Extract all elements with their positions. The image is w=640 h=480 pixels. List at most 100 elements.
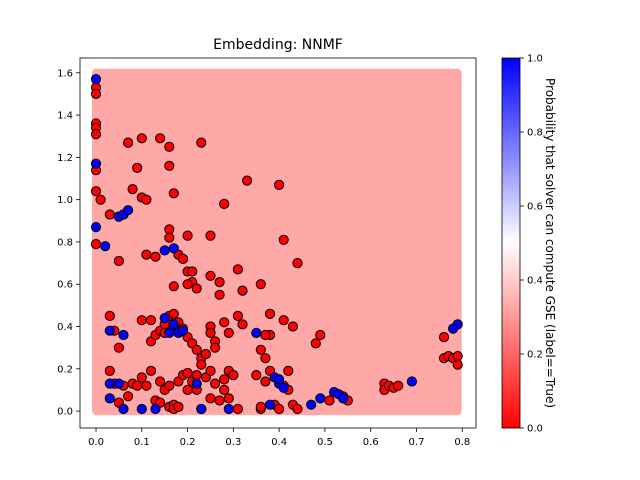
point-label-false [123, 137, 134, 148]
point-label-false [113, 255, 125, 267]
point-label-false [177, 253, 189, 264]
point-label-false [205, 393, 216, 404]
y-tick-label: 1.2 [57, 153, 73, 164]
point-label-true [159, 313, 170, 324]
point-label-false [168, 188, 179, 199]
point-label-false [132, 162, 143, 173]
point-label-false [164, 160, 175, 171]
point-label-false [292, 403, 303, 415]
point-label-false [210, 342, 221, 353]
point-label-false [196, 137, 207, 148]
point-label-false [164, 380, 175, 391]
colorbar-tick-label: 0.0 [527, 424, 543, 435]
x-tick-label: 0.1 [134, 437, 150, 448]
point-label-true [104, 393, 115, 404]
point-label-false [283, 365, 294, 376]
point-label-false [452, 351, 463, 362]
point-label-false [205, 270, 216, 281]
x-tick-label: 0.2 [180, 437, 196, 448]
point-label-false [104, 209, 115, 220]
point-label-true [251, 327, 262, 338]
point-label-true [90, 74, 102, 85]
point-label-false [155, 133, 166, 144]
point-label-false [452, 359, 463, 370]
y-tick-label: 1.4 [57, 111, 73, 122]
colorbar-tick-label: 0.8 [527, 128, 543, 139]
point-label-false [90, 129, 102, 140]
point-label-false [274, 403, 285, 415]
point-label-false [104, 310, 115, 321]
point-label-true [136, 403, 147, 415]
point-label-false [260, 376, 271, 387]
point-label-true [168, 243, 179, 254]
point-label-true [168, 319, 179, 330]
point-label-false [164, 224, 175, 235]
point-label-false [287, 321, 298, 332]
point-label-false [210, 378, 221, 389]
point-label-false [255, 344, 266, 355]
point-label-false [223, 393, 234, 404]
x-axis: 0.0 0.1 0.2 0.3 0.4 0.5 0.6 0.7 0.8 [88, 428, 470, 448]
y-tick-label: 1.6 [57, 68, 73, 79]
point-label-true [278, 382, 289, 393]
point-label-false [196, 359, 207, 370]
point-label-true [90, 222, 102, 233]
point-label-false [232, 310, 243, 321]
point-label-false [393, 380, 404, 391]
point-label-false [136, 133, 147, 144]
colorbar [501, 57, 521, 429]
point-label-true [150, 403, 161, 415]
point-label-true [164, 327, 175, 338]
point-label-false [219, 317, 230, 328]
x-tick-label: 0.5 [317, 437, 333, 448]
point-label-true [223, 403, 234, 415]
point-label-true [159, 245, 170, 256]
x-tick-label: 0.0 [88, 437, 104, 448]
point-label-false [141, 194, 152, 205]
point-label-false [173, 401, 184, 412]
y-tick-label: 1.0 [57, 195, 73, 206]
point-label-false [187, 266, 198, 277]
point-label-false [141, 249, 152, 260]
point-label-false [127, 184, 138, 195]
point-label-false [141, 380, 152, 391]
point-label-false [315, 329, 326, 341]
point-label-false [90, 239, 102, 250]
colorbar-tick-label: 0.6 [527, 202, 543, 213]
point-label-false [255, 401, 266, 412]
point-label-true [315, 393, 326, 404]
point-label-false [150, 251, 161, 262]
point-label-false [90, 186, 102, 197]
point-label-true [191, 378, 202, 389]
colorbar-tick-label: 1.0 [527, 54, 543, 65]
point-label-false [182, 384, 193, 395]
point-label-false [123, 391, 134, 402]
point-label-false [228, 370, 239, 381]
point-label-false [90, 88, 102, 100]
point-label-true [338, 393, 349, 404]
point-label-false [237, 285, 248, 296]
y-tick-label: 0.8 [57, 237, 73, 248]
point-label-false [278, 234, 289, 245]
point-label-false [104, 365, 115, 376]
point-label-false [205, 327, 216, 338]
x-tick-label: 0.6 [363, 437, 379, 448]
point-label-false [292, 258, 303, 269]
x-tick-label: 0.3 [225, 437, 241, 448]
point-label-false [113, 342, 125, 353]
point-label-false [168, 281, 179, 292]
point-label-false [274, 179, 285, 190]
point-label-true [448, 323, 459, 334]
x-tick-label: 0.7 [409, 437, 425, 448]
y-axis: 0.0 0.2 0.4 0.6 0.8 1.0 1.2 1.4 1.6 [57, 68, 80, 418]
point-label-true [123, 205, 134, 216]
point-label-false [214, 289, 225, 300]
point-label-false [264, 308, 276, 319]
y-tick-label: 0.2 [57, 364, 73, 375]
point-label-false [145, 315, 157, 326]
point-label-false [136, 372, 147, 383]
point-label-false [164, 141, 175, 152]
point-label-false [255, 279, 266, 290]
point-label-true [100, 241, 111, 252]
